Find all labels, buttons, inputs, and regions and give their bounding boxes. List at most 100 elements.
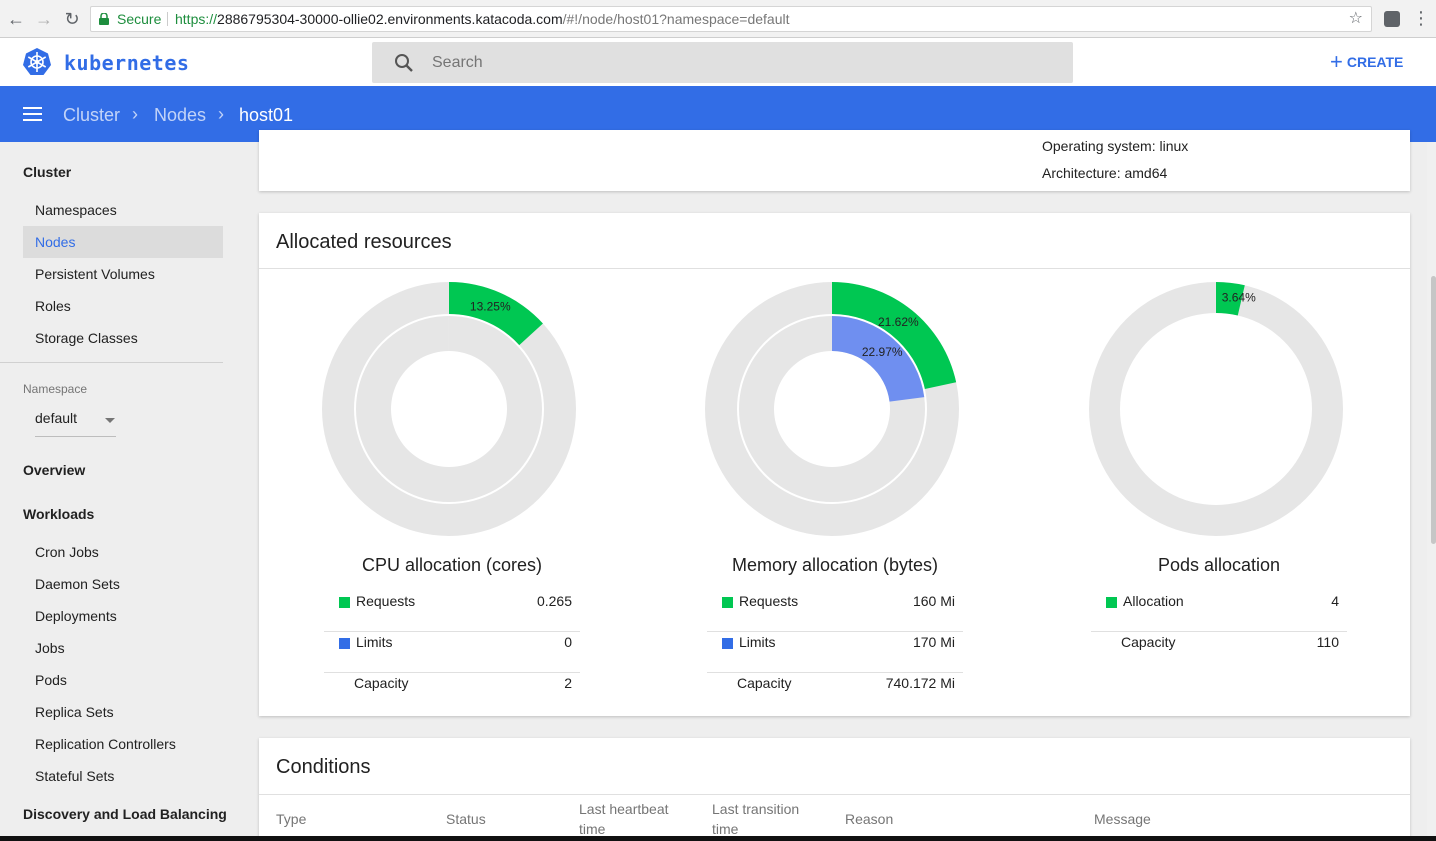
plus-icon: +	[1330, 49, 1343, 74]
menu-icon[interactable]	[23, 107, 42, 121]
requests-percent-label: 21.62%	[878, 315, 919, 329]
sidebar-item-persistent-volumes[interactable]: Persistent Volumes	[35, 266, 155, 282]
legend-name: Limits	[739, 634, 776, 650]
legend-name: Limits	[356, 634, 393, 650]
forward-icon[interactable]: →	[35, 9, 53, 29]
legend-name: Requests	[739, 593, 799, 609]
bookmark-star-icon[interactable]: ☆	[1348, 10, 1363, 27]
reload-icon[interactable]: ↻	[64, 9, 80, 29]
legend-value: 0	[564, 634, 572, 650]
address-separator	[167, 12, 168, 26]
arch-value: amd64	[1124, 165, 1168, 181]
memory-allocation-chart: 21.62% 22.97% Memory allocation (bytes) R…	[705, 269, 1005, 709]
node-details-card: Operating system: linux Architecture: am…	[259, 130, 1410, 191]
column-header-last-transition[interactable]: Last transition time	[712, 801, 800, 837]
sidebar-heading-discovery[interactable]: Discovery and Load Balancing	[23, 806, 227, 822]
chevron-right-icon: ›	[218, 104, 224, 124]
column-header-status[interactable]: Status	[446, 811, 486, 827]
url-scheme: https://	[175, 11, 218, 27]
memory-requests-row: Requests 160 Mi	[707, 591, 963, 632]
sidebar-item-storage-classes[interactable]: Storage Classes	[35, 330, 138, 346]
window-bottom-edge	[0, 836, 1436, 841]
allocation-swatch	[1106, 597, 1117, 608]
memory-capacity-row: Capacity 740.172 Mi	[707, 673, 963, 714]
inner-track	[356, 316, 543, 502]
sidebar-divider	[0, 362, 223, 363]
scrollbar-thumb[interactable]	[1431, 276, 1436, 544]
browser-toolbar: ← → ↻ Secure https://2886795304-30000-ol…	[0, 0, 1436, 38]
cpu-requests-row: Requests 0.265	[324, 591, 580, 632]
arch-row: Architecture: amd64	[1042, 165, 1167, 181]
os-row: Operating system: linux	[1042, 138, 1188, 154]
sidebar-item-namespaces[interactable]: Namespaces	[35, 202, 117, 218]
pods-capacity-row: Capacity 110	[1091, 632, 1347, 673]
requests-arc	[832, 282, 957, 389]
cpu-allocation-chart: 13.25% CPU allocation (cores) Requests 0…	[322, 269, 622, 709]
legend-value: 740.172 Mi	[885, 675, 955, 691]
limits-swatch	[722, 638, 733, 649]
allocation-percent-label: 3.64%	[1222, 291, 1256, 305]
secure-label: Secure	[117, 11, 162, 27]
column-header-message[interactable]: Message	[1094, 811, 1151, 827]
pods-allocation-chart: 3.64% Pods allocation Allocation 4 Capac…	[1089, 269, 1389, 709]
allocation-arc	[1216, 282, 1245, 316]
breadcrumb-nodes[interactable]: Nodes	[154, 105, 207, 125]
sidebar-item-cron-jobs[interactable]: Cron Jobs	[35, 544, 99, 560]
sidebar-item-deployments[interactable]: Deployments	[35, 608, 117, 624]
sidebar-item-daemon-sets[interactable]: Daemon Sets	[35, 576, 120, 592]
breadcrumb-host: host01	[239, 105, 294, 125]
legend-value: 170 Mi	[912, 634, 955, 650]
sidebar-heading-cluster[interactable]: Cluster	[23, 164, 72, 180]
card-divider	[259, 794, 1410, 795]
legend-value: 4	[1331, 593, 1339, 609]
sidebar-item-replica-sets[interactable]: Replica Sets	[35, 704, 114, 720]
os-value: linux	[1159, 138, 1189, 154]
donut-track	[1089, 282, 1343, 536]
sidebar-item-roles[interactable]: Roles	[35, 298, 71, 314]
search-input[interactable]	[432, 50, 1032, 76]
legend-value: 160 Mi	[912, 593, 955, 609]
url-path: /#!/node/host01?namespace=default	[562, 11, 790, 27]
sidebar-item-pods[interactable]: Pods	[35, 672, 67, 688]
lock-icon	[99, 13, 109, 25]
legend-name: Capacity	[737, 675, 792, 691]
search-icon	[395, 54, 413, 72]
back-icon[interactable]: ←	[7, 9, 25, 29]
namespace-select[interactable]: default	[35, 410, 116, 437]
app-header: kubernetes +CREATE	[0, 38, 1436, 86]
allocated-resources-card: Allocated resources 13.25% CPU allocatio…	[259, 213, 1410, 716]
requests-swatch	[722, 597, 733, 608]
legend-name: Capacity	[1121, 634, 1176, 650]
requests-arc	[449, 282, 543, 346]
sidebar-item-nodes[interactable]: Nodes	[23, 226, 223, 258]
url-text: https://2886795304-30000-ollie02.environ…	[175, 7, 790, 31]
column-header-last-heartbeat[interactable]: Last heartbeat time	[579, 801, 669, 837]
memory-limits-row: Limits 170 Mi	[707, 632, 963, 673]
memory-chart-title: Memory allocation (bytes)	[731, 555, 939, 575]
legend-name: Capacity	[354, 675, 409, 691]
dropdown-caret-icon	[105, 418, 115, 423]
browser-menu-icon[interactable]: ⋮	[1412, 8, 1430, 28]
breadcrumb-cluster[interactable]: Cluster	[63, 105, 121, 125]
create-button[interactable]: + CREATE	[1330, 50, 1403, 74]
sidebar-item-overview[interactable]: Overview	[23, 462, 86, 478]
brand-name[interactable]: kubernetes	[64, 51, 190, 75]
sidebar-item-stateful-sets[interactable]: Stateful Sets	[35, 768, 115, 784]
card-divider	[259, 268, 1410, 269]
legend-name: Allocation	[1123, 593, 1184, 609]
column-header-reason[interactable]: Reason	[845, 811, 894, 827]
limits-percent-label: 22.97%	[862, 345, 903, 359]
sidebar-item-replication-controllers[interactable]: Replication Controllers	[35, 736, 176, 752]
sidebar-item-jobs[interactable]: Jobs	[35, 640, 65, 656]
legend-value: 2	[564, 675, 572, 691]
kubernetes-logo-icon[interactable]	[22, 47, 52, 77]
arch-label: Architecture:	[1042, 165, 1121, 181]
legend-value: 0.265	[536, 593, 572, 609]
address-bar[interactable]: Secure https://2886795304-30000-ollie02.…	[90, 6, 1372, 32]
sidebar-heading-workloads[interactable]: Workloads	[23, 506, 95, 522]
cpu-donut-chart: 13.25%	[322, 282, 576, 536]
namespace-label: Namespace	[23, 382, 88, 396]
search-box[interactable]	[372, 42, 1073, 83]
column-header-type[interactable]: Type	[276, 811, 307, 827]
extension-icon[interactable]	[1384, 11, 1400, 27]
